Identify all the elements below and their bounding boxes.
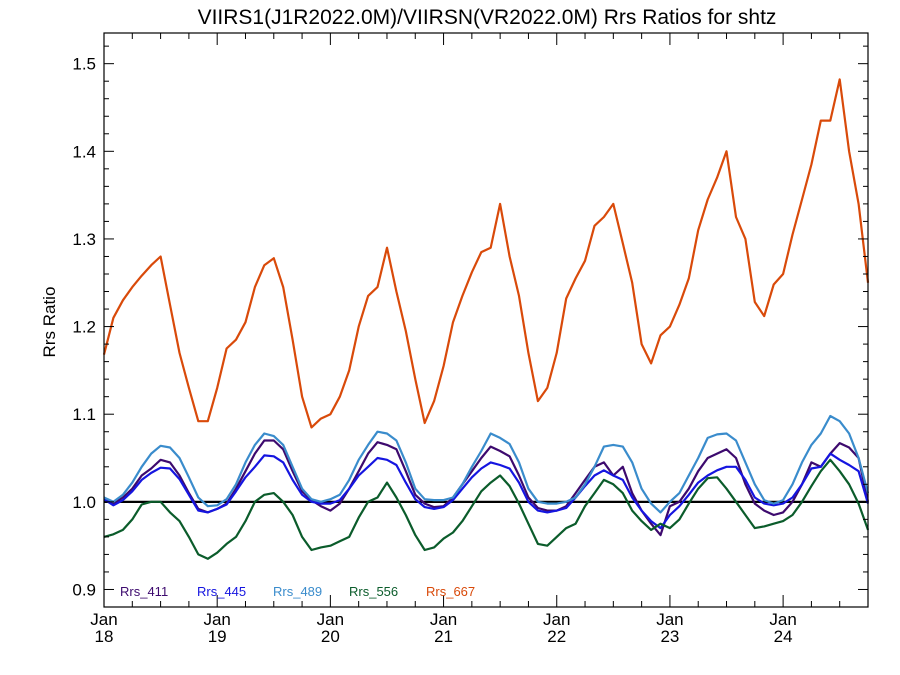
plot-frame	[103, 32, 869, 608]
y-tick-label: 1.4	[72, 142, 96, 161]
chart-title: VIIRS1(J1R2022.0M)/VIIRSN(VR2022.0M) Rrs…	[198, 6, 777, 29]
x-tick-label-month: Jan	[656, 610, 683, 629]
series-line-rrs-445	[103, 452, 870, 530]
legend-item-rrs-489: Rrs_489	[273, 584, 322, 599]
x-tick-label-month: Jan	[317, 610, 344, 629]
y-tick-label: 1.0	[72, 493, 96, 512]
x-tick-label-month: Jan	[543, 610, 570, 629]
series-layer	[102, 78, 870, 560]
axes-layer: 0.91.01.11.21.31.41.5Jan18Jan19Jan20Jan2…	[72, 32, 869, 646]
x-tick-label-year: 23	[660, 627, 679, 646]
y-tick-label: 1.1	[72, 405, 96, 424]
x-tick-label-year: 18	[95, 627, 114, 646]
x-tick-label-month: Jan	[769, 610, 796, 629]
y-tick-label: 0.9	[72, 580, 96, 599]
y-tick-label: 1.2	[72, 318, 96, 337]
series-line-rrs-489	[103, 414, 870, 514]
y-tick-label: 1.5	[72, 55, 96, 74]
x-tick-label-month: Jan	[90, 610, 117, 629]
x-tick-label-year: 24	[774, 627, 793, 646]
x-tick-label-month: Jan	[203, 610, 230, 629]
y-tick-label: 1.3	[72, 230, 96, 249]
series-line-rrs-556	[103, 458, 870, 560]
x-tick-label-year: 19	[208, 627, 227, 646]
legend-item-rrs-667: Rrs_667	[426, 584, 475, 599]
legend-item-rrs-411: Rrs_411	[120, 584, 168, 599]
x-tick-label-year: 22	[547, 627, 566, 646]
legend-item-rrs-556: Rrs_556	[349, 584, 398, 599]
legend: Rrs_411 Rrs_445 Rrs_489 Rrs_556 Rrs_667	[120, 584, 475, 599]
legend-item-rrs-445: Rrs_445	[197, 584, 246, 599]
x-tick-label-year: 21	[434, 627, 453, 646]
series-line-rrs-667	[102, 78, 870, 429]
y-axis-label: Rrs Ratio	[40, 287, 59, 358]
x-tick-label-month: Jan	[430, 610, 457, 629]
x-tick-label-year: 20	[321, 627, 340, 646]
